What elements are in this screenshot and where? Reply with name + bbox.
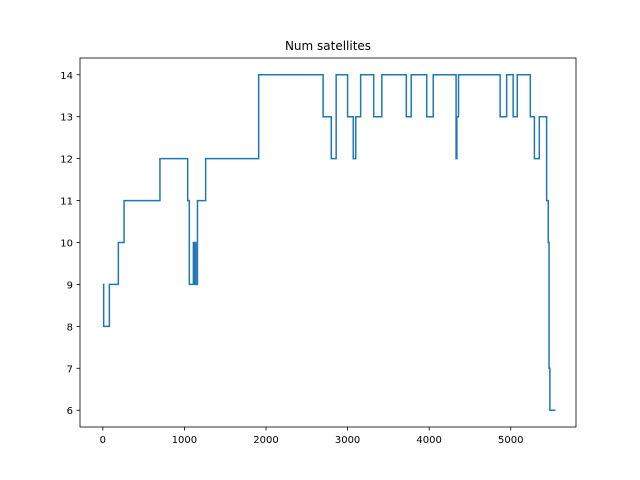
series-line-0: [102, 74, 556, 411]
x-tick-label: 3000: [335, 435, 360, 446]
chart-title: Num satellites: [285, 39, 371, 53]
y-tick-label: 13: [60, 113, 73, 124]
y-tick-label: 11: [60, 197, 73, 208]
x-tick-label: 0: [100, 435, 106, 446]
y-tick-label: 7: [67, 364, 73, 375]
y-tick-label: 9: [67, 280, 73, 291]
y-tick-label: 6: [67, 406, 73, 417]
plot-area: [102, 74, 556, 411]
y-tick-label: 8: [67, 322, 73, 333]
y-tick-label: 10: [60, 239, 73, 250]
x-tick-label: 4000: [416, 435, 441, 446]
y-tick-label: 14: [60, 71, 73, 82]
x-tick-label: 2000: [253, 435, 278, 446]
x-tick-label: 5000: [498, 435, 523, 446]
x-tick-label: 1000: [172, 435, 197, 446]
y-tick-label: 12: [60, 155, 73, 166]
axes: 0 1000 2000 3000 4000 5000 6 7 8 9 10 11 12 13 14: [60, 57, 577, 446]
